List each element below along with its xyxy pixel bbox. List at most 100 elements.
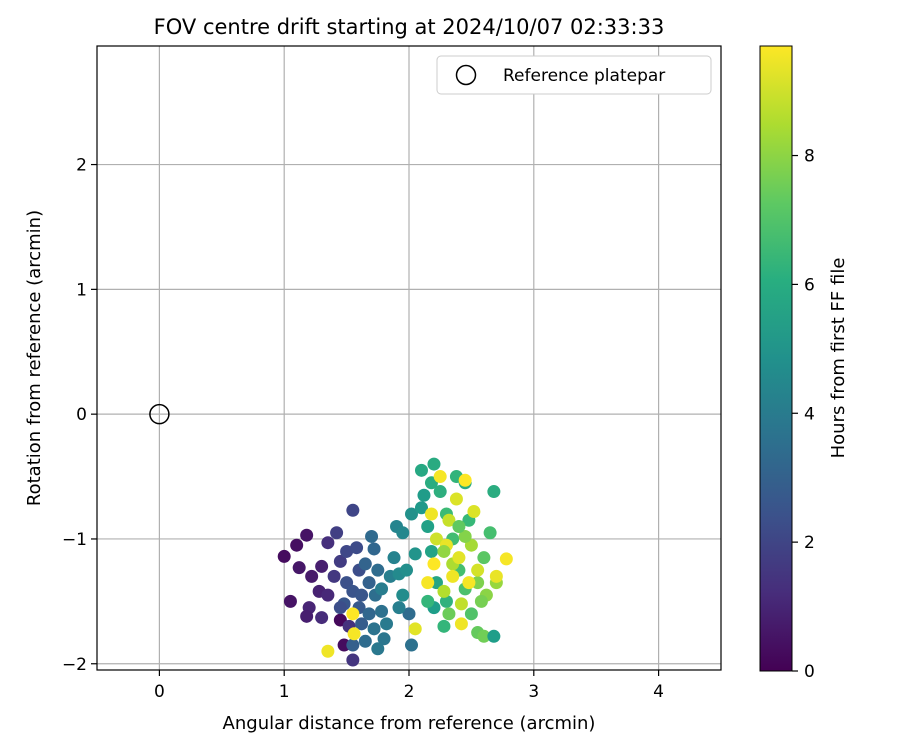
- y-tick-label: −2: [62, 655, 87, 675]
- x-tick-label: 4: [653, 682, 664, 702]
- data-point: [355, 617, 369, 631]
- data-point: [371, 642, 385, 656]
- x-tick-label: 0: [154, 682, 165, 702]
- data-point: [375, 582, 389, 596]
- x-tick-label: 3: [528, 682, 539, 702]
- y-axis-label: Rotation from reference (arcmin): [24, 210, 45, 506]
- data-point: [477, 551, 491, 565]
- data-point: [402, 607, 416, 621]
- data-point: [387, 551, 401, 565]
- data-point: [340, 544, 354, 558]
- data-point: [489, 569, 503, 583]
- data-point: [346, 638, 360, 652]
- y-tick-label: 1: [76, 280, 87, 300]
- data-point: [421, 594, 435, 608]
- data-point: [477, 629, 491, 643]
- data-point: [355, 588, 369, 602]
- data-point: [371, 563, 385, 577]
- data-point: [417, 488, 431, 502]
- data-point: [375, 604, 389, 618]
- data-point: [315, 559, 329, 573]
- data-point: [467, 505, 481, 519]
- x-tick-label: 2: [404, 682, 415, 702]
- data-point: [424, 507, 438, 521]
- data-point: [452, 519, 466, 533]
- colorbar-tick-label: 0: [804, 662, 815, 682]
- data-point: [327, 569, 341, 583]
- data-point: [365, 529, 379, 543]
- data-point: [346, 503, 360, 517]
- x-axis-label: Angular distance from reference (arcmin): [223, 713, 596, 734]
- data-point: [421, 519, 435, 533]
- data-point: [414, 463, 428, 477]
- data-point: [487, 629, 501, 643]
- colorbar-label: Hours from first FF file: [828, 258, 849, 459]
- reference-marker: [149, 403, 170, 425]
- data-point: [442, 607, 456, 621]
- data-point: [487, 485, 501, 499]
- data-point: [283, 594, 297, 608]
- legend: Reference platepar: [436, 55, 712, 95]
- data-point: [462, 576, 476, 590]
- data-point: [427, 557, 441, 571]
- data-point: [458, 529, 472, 543]
- data-point: [362, 607, 376, 621]
- data-point: [414, 501, 428, 515]
- data-point: [377, 632, 391, 646]
- data-point: [358, 634, 372, 648]
- data-point: [439, 594, 453, 608]
- data-point: [300, 609, 314, 623]
- colorbar-tick-label: 4: [804, 404, 815, 424]
- legend-marker: [455, 64, 477, 86]
- data-point: [437, 619, 451, 633]
- data-point: [347, 627, 361, 641]
- axis-ticks: 0 1 2 3 4 −2 −1 0 1 2: [62, 156, 664, 702]
- data-point: [454, 617, 468, 631]
- data-point: [452, 551, 466, 565]
- data-point: [433, 485, 447, 499]
- data-point: [346, 653, 360, 667]
- reference-point: [149, 403, 170, 425]
- data-point: [464, 607, 478, 621]
- data-point: [433, 470, 447, 484]
- data-point: [315, 611, 329, 625]
- data-point: [499, 552, 513, 566]
- colorbar-tick-label: 6: [804, 275, 815, 295]
- data-point: [346, 607, 360, 621]
- data-point: [321, 536, 335, 550]
- data-point: [474, 594, 488, 608]
- data-point: [300, 528, 314, 542]
- data-point: [437, 544, 451, 558]
- data-point: [446, 569, 460, 583]
- data-point: [408, 547, 422, 561]
- data-point: [408, 622, 422, 636]
- y-tick-label: −1: [62, 530, 87, 550]
- data-point: [380, 617, 394, 631]
- data-point: [471, 563, 485, 577]
- data-point: [449, 492, 463, 506]
- data-point: [404, 638, 418, 652]
- chart-title: FOV centre drift starting at 2024/10/07 …: [154, 15, 665, 39]
- data-point: [421, 576, 435, 590]
- data-point: [367, 622, 381, 636]
- y-tick-label: 0: [76, 405, 87, 425]
- data-point: [437, 584, 451, 598]
- data-point: [454, 597, 468, 611]
- data-point: [458, 473, 472, 487]
- data-point: [305, 569, 319, 583]
- data-point: [392, 601, 406, 615]
- data-point: [367, 542, 381, 556]
- colorbar-tick-label: 8: [804, 147, 815, 167]
- data-point: [396, 588, 410, 602]
- data-points: [277, 457, 513, 667]
- data-point: [483, 526, 497, 540]
- legend-box: [436, 55, 712, 95]
- data-point: [442, 513, 456, 527]
- data-point: [396, 526, 410, 540]
- data-point: [350, 541, 364, 555]
- legend-label: Reference platepar: [503, 66, 665, 86]
- colorbar-ticks: 0 2 4 6 8: [792, 147, 815, 682]
- data-point: [277, 549, 291, 563]
